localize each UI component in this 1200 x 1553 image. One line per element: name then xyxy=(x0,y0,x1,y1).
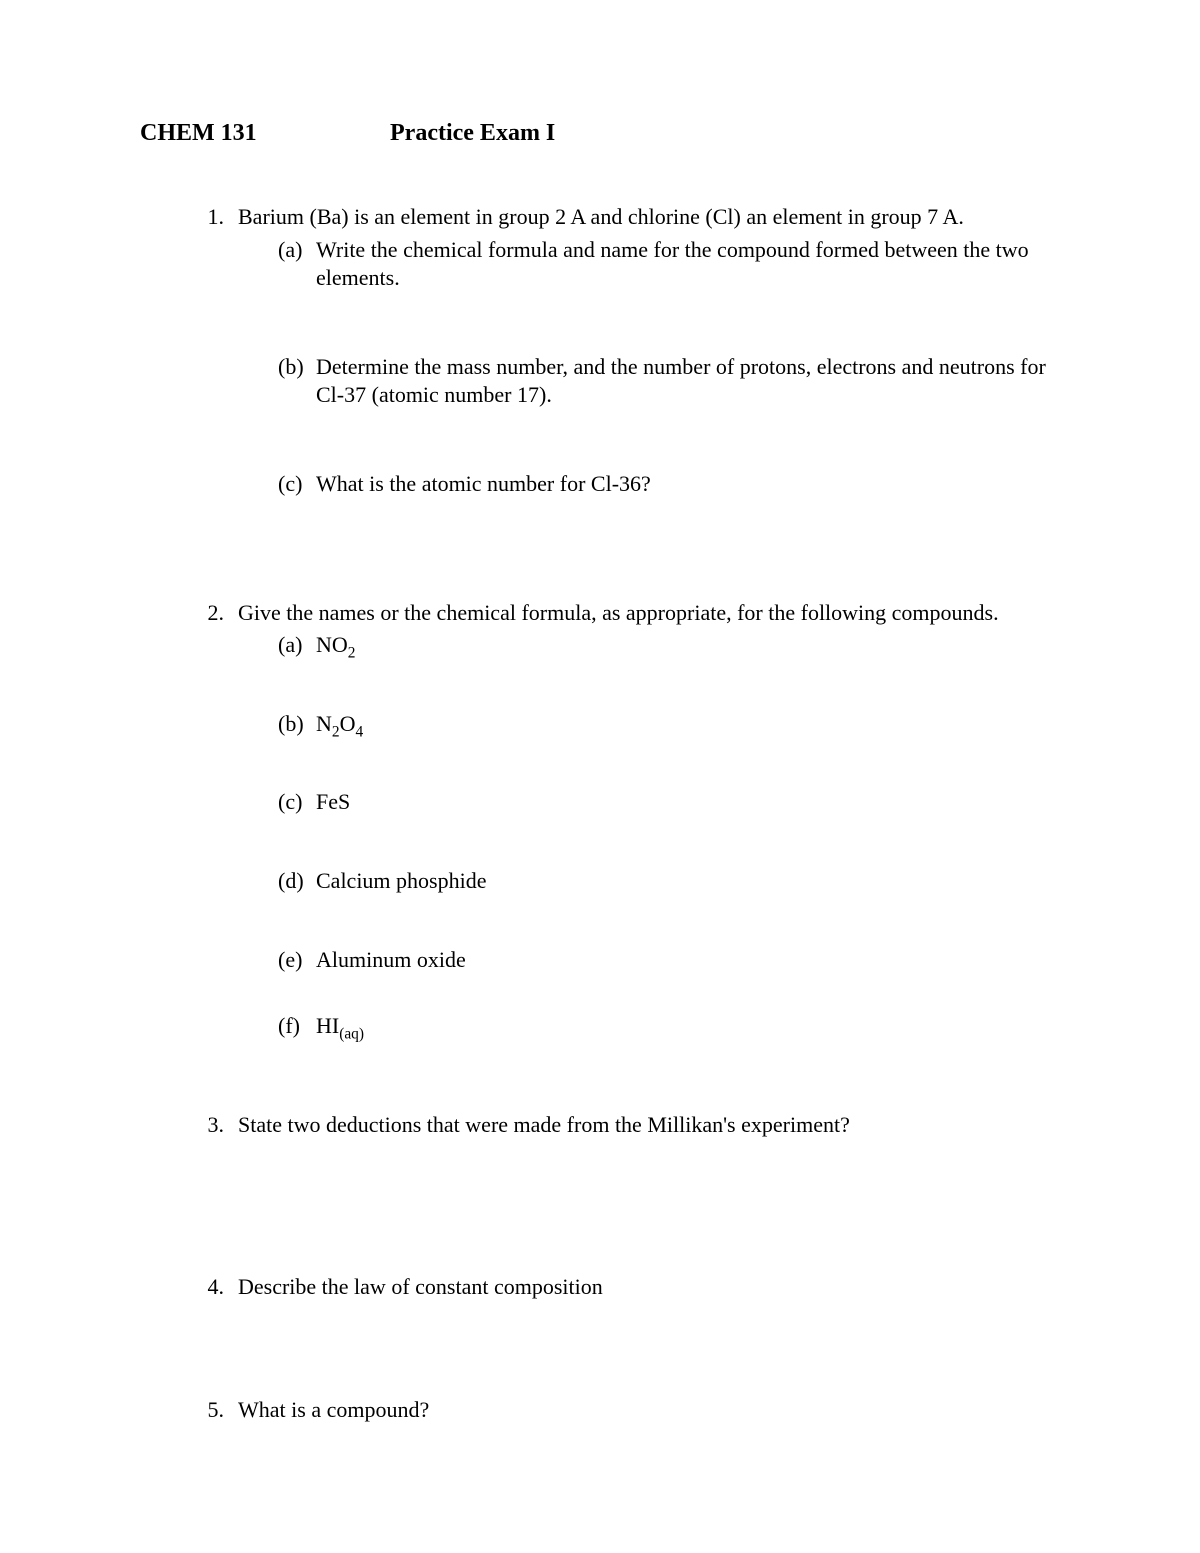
question-number: 3. xyxy=(190,1111,238,1144)
question-text: Barium (Ba) is an element in group 2 A a… xyxy=(238,203,1060,232)
question-text: Give the names or the chemical formula, … xyxy=(238,599,1060,628)
sub-2c: (c) FeS xyxy=(278,788,1060,817)
sub-text: Write the chemical formula and name for … xyxy=(316,236,1060,293)
sub-2f: (f) HI(aq) xyxy=(278,1012,1060,1041)
question-text: Describe the law of constant composition xyxy=(238,1273,1060,1302)
sub-2b: (b) N2O4 xyxy=(278,710,1060,739)
question-number: 1. xyxy=(190,203,238,499)
sub-text: HI(aq) xyxy=(316,1012,1060,1041)
sub-label: (a) xyxy=(278,631,316,660)
question-body: State two deductions that were made from… xyxy=(238,1111,1060,1144)
page-header: CHEM 131 Practice Exam I xyxy=(140,120,1060,147)
sub-list: (a) Write the chemical formula and name … xyxy=(278,236,1060,499)
question-1: 1. Barium (Ba) is an element in group 2 … xyxy=(190,203,1060,499)
sub-text: NO2 xyxy=(316,631,1060,660)
sub-label: (d) xyxy=(278,867,316,896)
sub-2d: (d) Calcium phosphide xyxy=(278,867,1060,896)
question-number: 5. xyxy=(190,1396,238,1429)
question-body: Barium (Ba) is an element in group 2 A a… xyxy=(238,203,1060,499)
question-text: What is a compound? xyxy=(238,1396,1060,1425)
question-text: State two deductions that were made from… xyxy=(238,1111,1060,1140)
question-4: 4. Describe the law of constant composit… xyxy=(190,1273,1060,1306)
sub-label: (e) xyxy=(278,946,316,975)
sub-text: Calcium phosphide xyxy=(316,867,1060,896)
exam-title: Practice Exam I xyxy=(390,120,555,147)
sub-1b: (b) Determine the mass number, and the n… xyxy=(278,353,1060,410)
sub-label: (a) xyxy=(278,236,316,293)
sub-label: (c) xyxy=(278,470,316,499)
sub-text: What is the atomic number for Cl-36? xyxy=(316,470,1060,499)
question-number: 2. xyxy=(190,599,238,1041)
question-3: 3. State two deductions that were made f… xyxy=(190,1111,1060,1144)
question-number: 4. xyxy=(190,1273,238,1306)
sub-text: N2O4 xyxy=(316,710,1060,739)
question-body: What is a compound? xyxy=(238,1396,1060,1429)
sub-label: (b) xyxy=(278,353,316,410)
question-2: 2. Give the names or the chemical formul… xyxy=(190,599,1060,1041)
sub-text: FeS xyxy=(316,788,1060,817)
exam-page: CHEM 131 Practice Exam I 1. Barium (Ba) … xyxy=(0,0,1200,1509)
sub-2a: (a) NO2 xyxy=(278,631,1060,660)
sub-label: (c) xyxy=(278,788,316,817)
sub-1a: (a) Write the chemical formula and name … xyxy=(278,236,1060,293)
sub-text: Aluminum oxide xyxy=(316,946,1060,975)
sub-list: (a) NO2 (b) N2O4 (c) FeS (d) xyxy=(278,631,1060,1041)
sub-2e: (e) Aluminum oxide xyxy=(278,946,1060,975)
sub-text: Determine the mass number, and the numbe… xyxy=(316,353,1060,410)
sub-label: (b) xyxy=(278,710,316,739)
sub-label: (f) xyxy=(278,1012,316,1041)
sub-1c: (c) What is the atomic number for Cl-36? xyxy=(278,470,1060,499)
question-body: Describe the law of constant composition xyxy=(238,1273,1060,1306)
question-5: 5. What is a compound? xyxy=(190,1396,1060,1429)
questions-list: 1. Barium (Ba) is an element in group 2 … xyxy=(190,203,1060,1429)
course-code: CHEM 131 xyxy=(140,120,390,147)
question-body: Give the names or the chemical formula, … xyxy=(238,599,1060,1041)
